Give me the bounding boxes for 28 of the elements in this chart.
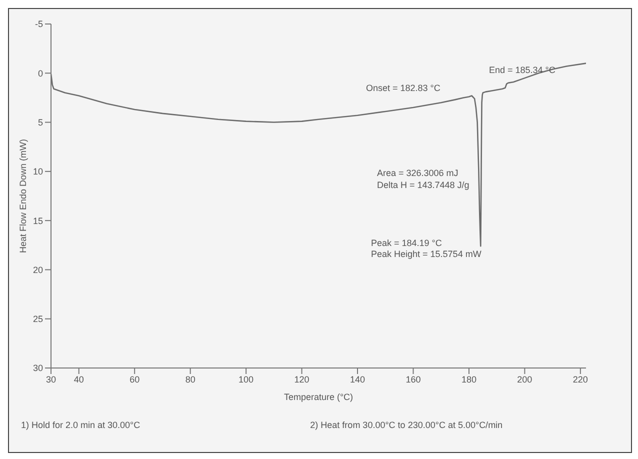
- x-tick-label: 80: [185, 374, 196, 384]
- x-tick-label: 140: [350, 374, 366, 384]
- y-tick-label: 30: [32, 363, 43, 374]
- y-tick-label: 15: [32, 216, 43, 226]
- y-axis-title: Heat Flow Endo Down (mW): [18, 138, 28, 254]
- y-tick-label: 10: [32, 166, 43, 177]
- text: 2) Heat from 30.00°C to 230.00°C at 5.00°C/min: [310, 420, 503, 430]
- annotation: Peak = 184.19 °C: [371, 238, 442, 249]
- annotation: Onset = 182.83 °C: [366, 83, 440, 94]
- text: 1) Hold for 2.0 min at 30.00°C: [21, 420, 140, 430]
- annotation: Area = 326.3006 mJ: [377, 168, 458, 179]
- annotation: Delta H = 143.7448 J/g: [377, 180, 470, 191]
- x-tick-label: 220: [572, 374, 588, 384]
- y-tick-label: 5: [38, 117, 43, 128]
- y-tick-label: 20: [32, 264, 43, 275]
- x-tick-label: 100: [238, 374, 254, 384]
- x-tick-label: 40: [74, 374, 84, 384]
- y-tick-label: -5: [34, 19, 43, 30]
- x-tick-label: 60: [130, 374, 140, 384]
- y-tick-label: 0: [38, 68, 43, 78]
- x-tick-label: 180: [461, 374, 476, 384]
- x-tick-label: 200: [517, 374, 532, 384]
- x-axis-title: Temperature (°C): [284, 392, 354, 402]
- y-tick-label: 25: [32, 314, 43, 324]
- x-tick-label: 160: [406, 374, 421, 384]
- annotation: Peak Height = 15.5754 mW: [371, 249, 482, 260]
- x-tick-label: 30: [46, 374, 56, 384]
- x-tick-label: 120: [294, 374, 310, 384]
